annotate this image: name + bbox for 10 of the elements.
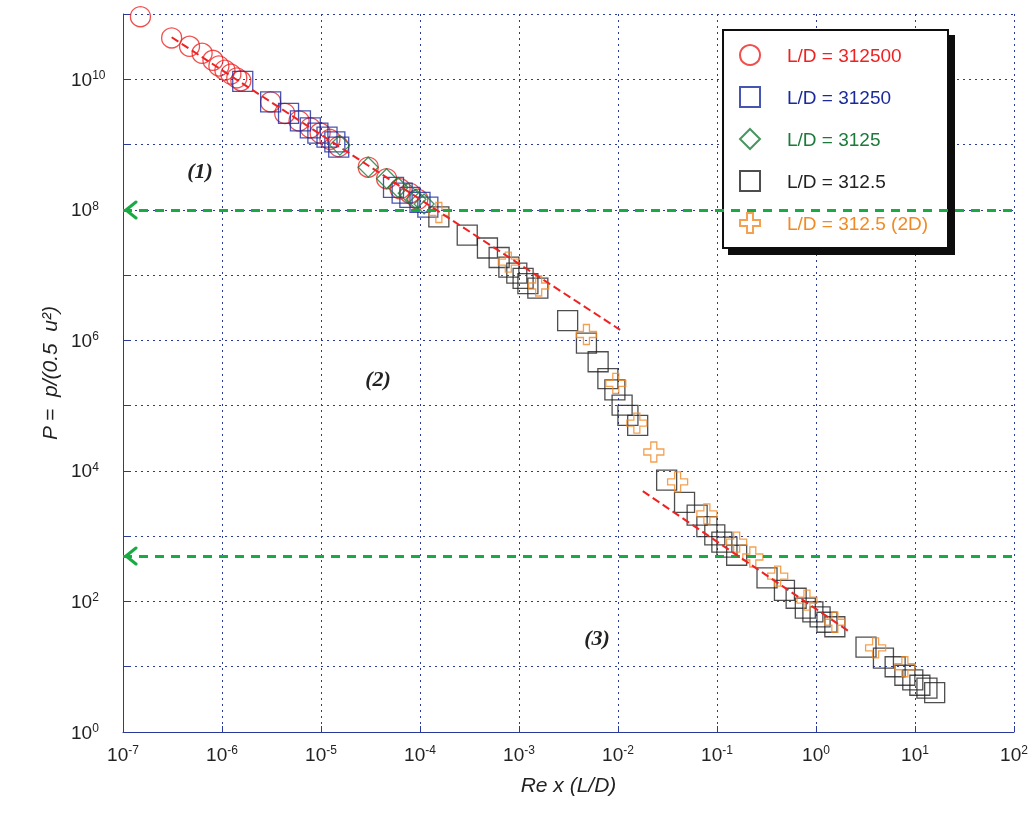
annotation: (3) xyxy=(584,624,610,650)
x-axis-title: Re x (L/D) xyxy=(520,773,617,796)
y-axis-title: P = p/(0.5 u²) xyxy=(38,305,62,441)
annotation: (1) xyxy=(187,157,213,183)
annotation: (2) xyxy=(365,365,391,391)
legend-label: L/D = 312500 xyxy=(787,44,902,66)
legend-label: L/D = 312.5 xyxy=(787,170,886,192)
legend-label: L/D = 3125 xyxy=(787,128,881,150)
legend-label: L/D = 312.5 (2D) xyxy=(787,212,929,234)
legend-label: L/D = 31250 xyxy=(787,86,892,108)
